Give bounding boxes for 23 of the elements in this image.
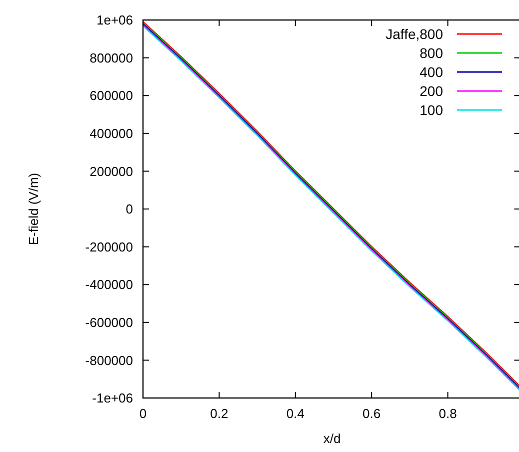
x-tick-label: 0.4	[286, 406, 304, 421]
x-axis-title: x/d	[323, 431, 341, 446]
y-tick-label: 800000	[90, 50, 133, 66]
y-tick-label: 1e+06	[96, 12, 133, 28]
legend-label: 800	[420, 44, 444, 61]
y-tick-label: -1e+06	[92, 390, 133, 406]
y-tick-label: 400000	[90, 126, 133, 141]
x-tick-label: 0.8	[438, 406, 457, 421]
legend-label: 400	[420, 64, 444, 80]
x-tick-label: 0	[139, 406, 147, 421]
y-tick-label: -200000	[85, 239, 133, 254]
y-tick-label: -400000	[85, 277, 133, 292]
x-tick-label: 0.6	[362, 406, 381, 421]
x-tick-label: 0.2	[210, 406, 228, 421]
y-tick-label: 600000	[90, 88, 133, 104]
y-tick-label: -800000	[85, 352, 133, 368]
legend-label: Jaffe,800	[386, 26, 444, 42]
y-tick-label: 200000	[90, 164, 133, 179]
y-tick-label: -600000	[85, 314, 133, 330]
y-axis-title: E-field (V/m)	[26, 172, 41, 246]
y-tick-label: 0	[126, 202, 133, 217]
legend-label: 200	[420, 82, 444, 99]
legend-label: 100	[420, 102, 444, 118]
